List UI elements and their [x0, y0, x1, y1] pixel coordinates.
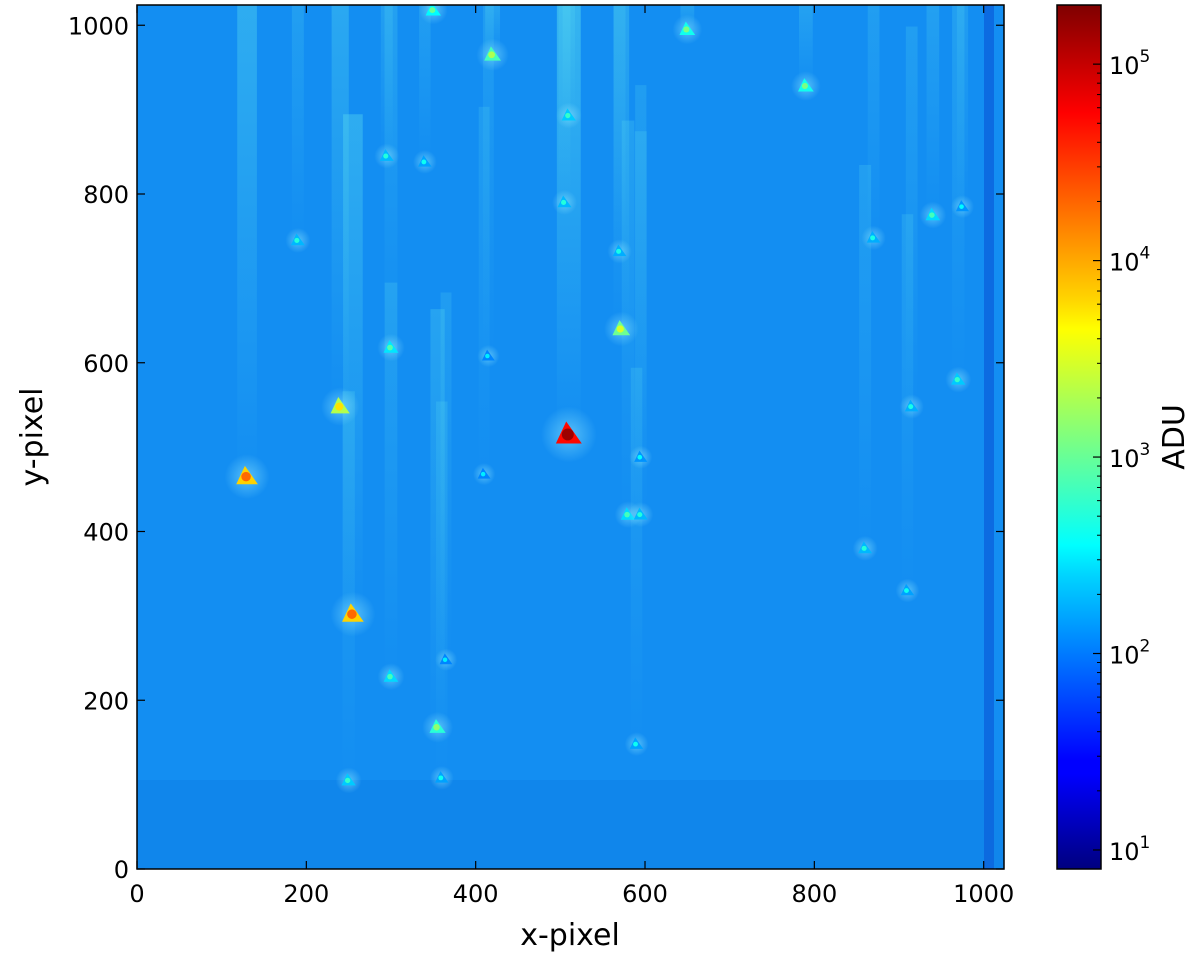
streak-18: [291, 5, 304, 241]
x-tick-label-4: 800: [791, 880, 837, 908]
streak-1: [237, 5, 257, 477]
spot-core-4: [616, 325, 624, 333]
spots-layer: [224, 5, 975, 794]
spot-core-10: [387, 344, 393, 351]
y-tick-label-1: 200: [83, 687, 129, 715]
detector-edge-column: [984, 5, 994, 869]
streak-28: [419, 5, 431, 162]
y-axis-label: y-pixel: [15, 387, 50, 486]
colorbar-tick-label-4: 105: [1109, 47, 1150, 80]
spot-core-23: [870, 235, 876, 241]
x-tick-label-3: 600: [622, 880, 668, 908]
streak-8: [798, 5, 813, 86]
spot-core-30: [637, 454, 643, 460]
colorbar-tick-label-3: 104: [1109, 244, 1150, 277]
colorbar: 101 102 103 104 105 ADU: [1056, 4, 1192, 870]
spot-core-24: [908, 404, 914, 410]
y-tick-label-2: 400: [83, 519, 129, 547]
spot-core-8: [801, 82, 808, 90]
streak-29: [956, 5, 969, 207]
colorbar-ticks: 101 102 103 104 105: [1093, 4, 1150, 866]
streak-12: [384, 282, 398, 677]
spot-core-31: [485, 353, 490, 359]
spot-core-14: [929, 212, 935, 218]
spot-core-25: [904, 588, 909, 593]
spot-core-7: [683, 26, 690, 33]
x-tick-label-5: 1000: [953, 880, 1014, 908]
spot-core-13: [345, 777, 351, 784]
colorbar-tick-label-0: 101: [1109, 833, 1150, 866]
streak-33: [440, 292, 452, 660]
x-tick-label-2: 400: [453, 880, 499, 908]
streak-22: [859, 164, 872, 549]
spot-core-28: [421, 159, 427, 165]
spot-core-15: [954, 376, 960, 383]
y-axis-ticks: 0 200 400 600 800 1000: [68, 12, 1004, 884]
streak-26: [630, 367, 643, 745]
spot-core-26: [633, 741, 638, 747]
spot-core-18: [294, 237, 300, 243]
spot-core-32: [480, 471, 486, 477]
image-bottom-fade: [137, 780, 1004, 869]
colorbar-tick-label-2: 103: [1109, 440, 1150, 473]
spot-core-5: [488, 51, 495, 59]
y-tick-label-3: 600: [83, 350, 129, 378]
spot-core-21: [616, 248, 622, 254]
x-axis-label: x-pixel: [520, 918, 620, 953]
spot-core-1: [241, 471, 251, 482]
spot-core-9: [429, 7, 436, 14]
streak-23: [867, 5, 880, 238]
x-axis-ticks: 0 200 400 600 800 1000: [129, 5, 1014, 908]
colorbar-label: ADU: [1157, 404, 1192, 470]
streak-17: [380, 5, 393, 157]
spot-core-3: [335, 402, 344, 411]
streak-30: [635, 85, 647, 458]
y-tick-label-0: 0: [114, 856, 129, 884]
plot-frame: [136, 4, 1005, 870]
streak-13: [342, 391, 355, 781]
spot-core-20: [561, 199, 567, 205]
streak-32: [478, 106, 490, 475]
colorbar-tick-label-1: 102: [1109, 637, 1150, 670]
spot-core-2: [347, 609, 357, 619]
spot-core-27: [438, 775, 444, 781]
spot-core-12: [387, 673, 393, 680]
spot-core-16: [637, 512, 643, 518]
streak-21: [613, 5, 626, 252]
spot-core-6: [433, 724, 440, 731]
colorbar-gradient: [1056, 4, 1102, 870]
spot-core-33: [442, 657, 448, 662]
streak-14: [926, 5, 940, 216]
spot-core-22: [861, 545, 867, 551]
streak-3: [331, 5, 349, 407]
spot-core-29: [959, 204, 964, 209]
spot-core-17: [383, 153, 389, 159]
x-tick-label-1: 200: [283, 880, 329, 908]
y-tick-label-5: 1000: [68, 12, 129, 40]
plot-area: [136, 4, 1005, 870]
x-tick-label-0: 0: [129, 880, 144, 908]
y-tick-label-4: 800: [83, 181, 129, 209]
spot-core-19: [565, 112, 571, 119]
spot-core-0: [561, 428, 574, 441]
